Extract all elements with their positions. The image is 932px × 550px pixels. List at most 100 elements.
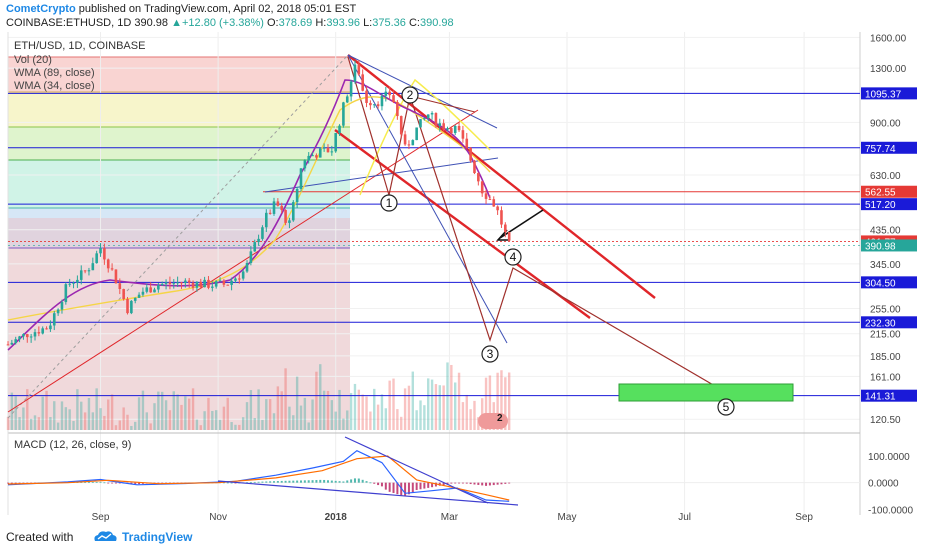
- volume-bar: [161, 391, 164, 430]
- volume-bar: [430, 379, 434, 430]
- volume-bar: [403, 388, 407, 430]
- volume-bar: [22, 407, 25, 430]
- candle-body: [133, 297, 137, 301]
- volume-bar: [507, 372, 511, 430]
- level-price-label: 390.98: [865, 241, 896, 252]
- volume-bar: [29, 418, 33, 430]
- volume-bar: [149, 423, 152, 430]
- volume-bar: [137, 397, 141, 430]
- channel-upper: [347, 54, 656, 299]
- volume-bar: [400, 416, 403, 430]
- macd-histogram-bar: [465, 482, 468, 484]
- wave-labels: 1 2 3 4 5: [380, 86, 735, 416]
- level-price-tag: [861, 141, 917, 154]
- volume-bar: [76, 389, 79, 430]
- volume-bar: [72, 420, 75, 430]
- macd-histogram-bar: [461, 482, 464, 484]
- time-tick-label: Sep: [92, 512, 110, 523]
- volume-bar: [134, 421, 137, 430]
- time-axis: Sep Nov 2018 Mar May Jul Sep: [92, 512, 814, 523]
- candle-body: [357, 64, 361, 75]
- close-label: C:: [408, 17, 420, 29]
- candle-body: [415, 127, 418, 141]
- candle-body: [191, 282, 195, 288]
- macd-histogram-bar: [319, 479, 322, 483]
- volume-bar: [265, 399, 268, 430]
- macd-histogram-bar: [415, 482, 418, 490]
- volume-bar: [496, 372, 499, 430]
- macd-histogram-bar: [118, 482, 121, 484]
- macd-histogram-bar: [103, 482, 106, 484]
- candle-body: [76, 279, 79, 283]
- macd-histogram-bar: [423, 482, 426, 489]
- level-price-label: 304.50: [865, 278, 896, 289]
- candle-body: [45, 328, 48, 330]
- price-tick-label: 1600.00: [870, 33, 907, 44]
- volume-bar: [234, 424, 237, 430]
- tradingview-cloud-icon[interactable]: [92, 529, 118, 543]
- candle-body: [477, 173, 480, 182]
- candle-body: [29, 336, 33, 338]
- candle-body: [49, 325, 52, 330]
- candle-body: [6, 344, 10, 346]
- time-tick-label: Mar: [441, 512, 459, 523]
- candle-body: [349, 81, 353, 97]
- macd-histogram-bar: [469, 482, 472, 485]
- wave-marker-circle: [401, 86, 419, 104]
- macd-panel: 100.0000 0.0000 -100.0000 MACD (12, 26, clo…: [7, 436, 913, 516]
- candle-body: [407, 144, 411, 146]
- candle-body: [426, 114, 430, 119]
- candle-body: [473, 160, 476, 174]
- macd-histogram-bar: [500, 482, 503, 485]
- fib-zone-7: [8, 248, 350, 430]
- tradingview-brand[interactable]: TradingView: [122, 530, 193, 544]
- macd-histogram-bar: [14, 482, 17, 484]
- fan-line: [347, 54, 508, 344]
- publisher-name[interactable]: CometCrypto: [6, 3, 76, 15]
- volume-bar: [80, 401, 83, 430]
- price-tick-label: 255.00: [870, 305, 901, 316]
- volume-bar: [473, 400, 476, 430]
- macd-histogram-bar: [431, 482, 434, 488]
- candle-body: [207, 279, 210, 288]
- candle-body: [268, 212, 272, 214]
- macd-histogram-bar: [307, 480, 310, 483]
- volume-bar: [114, 425, 118, 430]
- volume-bar: [303, 397, 307, 430]
- volume-bar: [380, 394, 384, 430]
- candle-body: [369, 102, 372, 106]
- macd-histogram-bar: [10, 482, 13, 484]
- candle-body: [299, 168, 303, 189]
- volume-bar: [295, 376, 299, 430]
- candle-body: [411, 140, 415, 146]
- volume-bar: [172, 391, 175, 430]
- macd-histogram-bar: [346, 480, 349, 483]
- candle-body: [22, 334, 25, 337]
- volume-bar: [330, 400, 334, 430]
- volume-bar: [349, 393, 353, 430]
- macd-histogram-bar: [446, 482, 449, 485]
- volume-bar: [126, 414, 129, 430]
- fib-zone-1: [8, 57, 350, 92]
- candle-body: [484, 193, 488, 199]
- volume-bar: [311, 399, 314, 430]
- macd-histogram-bar: [7, 482, 9, 484]
- candle-body: [14, 339, 18, 343]
- macd-histogram-bar: [504, 482, 507, 484]
- macd-histogram-bar: [388, 482, 391, 492]
- level-price-label: 757.74: [865, 144, 896, 155]
- level-price-label: 517.20: [865, 200, 896, 211]
- low-value: 375.36: [372, 17, 406, 29]
- channel-lower: [334, 129, 591, 319]
- volume-bar: [376, 404, 380, 430]
- volume-bar: [365, 396, 368, 430]
- candle-body: [180, 282, 183, 284]
- candle-body: [95, 253, 98, 264]
- volume-bar: [99, 408, 102, 430]
- macd-histogram-bar: [226, 482, 229, 484]
- candle-body: [122, 289, 125, 300]
- volume-bars: 2: [6, 362, 511, 430]
- candle-body: [272, 201, 276, 214]
- legend-item: Vol (20): [14, 54, 52, 66]
